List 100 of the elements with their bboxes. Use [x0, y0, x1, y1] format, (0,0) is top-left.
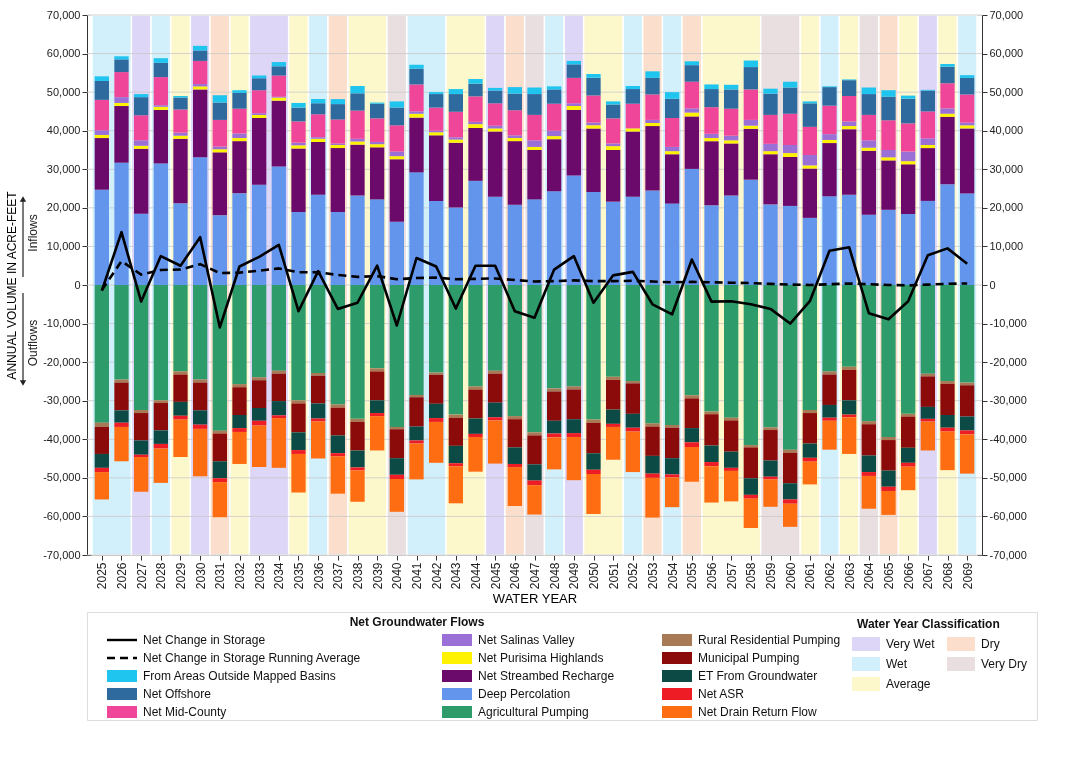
legend-label: Wet: [886, 657, 908, 671]
bar: [94, 134, 109, 139]
bar: [960, 285, 975, 383]
bar: [527, 87, 542, 95]
x-tick-label: 2048: [547, 562, 562, 590]
bar: [468, 433, 483, 437]
bar: [252, 380, 267, 409]
bar: [409, 117, 424, 173]
bar: [940, 414, 955, 428]
bar: [861, 147, 876, 151]
bar: [802, 168, 817, 218]
bar: [940, 113, 955, 117]
bar: [724, 195, 739, 285]
bar: [606, 409, 621, 424]
bar: [684, 398, 699, 429]
bar: [960, 434, 975, 474]
bar: [488, 373, 503, 403]
bar: [566, 433, 581, 437]
bar: [330, 148, 345, 213]
bar: [173, 415, 188, 420]
bar: [429, 418, 444, 422]
bar: [409, 111, 424, 114]
bar: [370, 400, 385, 414]
y2-tick-label: 40,000: [989, 124, 1024, 137]
x-tick-label: 2054: [665, 562, 680, 590]
bar: [468, 389, 483, 419]
x-tick-label: 2062: [823, 562, 837, 590]
bar: [901, 98, 916, 124]
bar: [114, 379, 129, 383]
bar: [743, 447, 758, 479]
bar: [645, 473, 660, 478]
bar: [114, 59, 129, 73]
bar: [330, 212, 345, 285]
bar: [625, 131, 640, 197]
bar: [547, 285, 562, 389]
bar: [822, 374, 837, 405]
bar: [311, 403, 326, 419]
bar: [960, 128, 975, 194]
bar: [232, 138, 247, 142]
bar: [547, 420, 562, 434]
legend-label: Agricultural Pumping: [478, 705, 589, 719]
bar: [684, 116, 699, 169]
bar: [645, 126, 660, 191]
bar: [153, 400, 168, 404]
bar: [861, 455, 876, 473]
bar: [822, 404, 837, 418]
bar: [212, 102, 227, 120]
bar: [291, 453, 306, 493]
bar: [94, 138, 109, 190]
y2-tick-label: -50,000: [989, 471, 1027, 484]
bar: [252, 425, 267, 468]
bar: [252, 377, 267, 381]
bar: [507, 87, 522, 94]
bar: [173, 203, 188, 285]
legend-label: ET From Groundwater: [698, 669, 818, 683]
bar: [291, 432, 306, 451]
bar: [389, 156, 404, 160]
y-tick-label: 40,000: [46, 124, 81, 137]
bar: [625, 427, 640, 432]
bar: [271, 62, 286, 67]
bar: [173, 109, 188, 133]
y2-tick-label: -20,000: [989, 355, 1027, 368]
x-tick-label: 2043: [449, 562, 464, 590]
bar: [134, 285, 149, 410]
bar: [193, 89, 208, 158]
bar: [606, 379, 621, 410]
bar: [468, 285, 483, 387]
bar: [743, 285, 758, 446]
bar: [783, 499, 798, 504]
bar: [134, 145, 149, 149]
bar: [822, 134, 837, 140]
bar: [802, 457, 817, 462]
bar: [704, 133, 719, 139]
y-tick-label: 0: [74, 278, 81, 291]
x-tick-label: 2026: [115, 562, 129, 590]
bar: [212, 215, 227, 285]
bar: [547, 130, 562, 137]
bar: [901, 95, 916, 99]
bar: [704, 89, 719, 108]
bar: [743, 128, 758, 180]
bar: [134, 409, 149, 414]
text: Inflows: [26, 214, 40, 252]
x-tick-label: 2050: [587, 562, 601, 590]
bar: [448, 94, 463, 112]
bar: [507, 110, 522, 136]
bar: [606, 150, 621, 202]
y2-tick-label: 0: [989, 278, 996, 291]
bar: [134, 440, 149, 455]
bar: [822, 87, 837, 106]
bar: [940, 63, 955, 67]
bar: [311, 141, 326, 195]
bar: [409, 64, 424, 69]
bar: [134, 94, 149, 98]
bar: [134, 148, 149, 214]
bar: [94, 285, 109, 423]
bar: [665, 98, 680, 118]
bar: [291, 102, 306, 108]
bar: [881, 490, 896, 515]
legend-label: From Areas Outside Mapped Basins: [143, 669, 336, 683]
bar: [645, 285, 660, 424]
